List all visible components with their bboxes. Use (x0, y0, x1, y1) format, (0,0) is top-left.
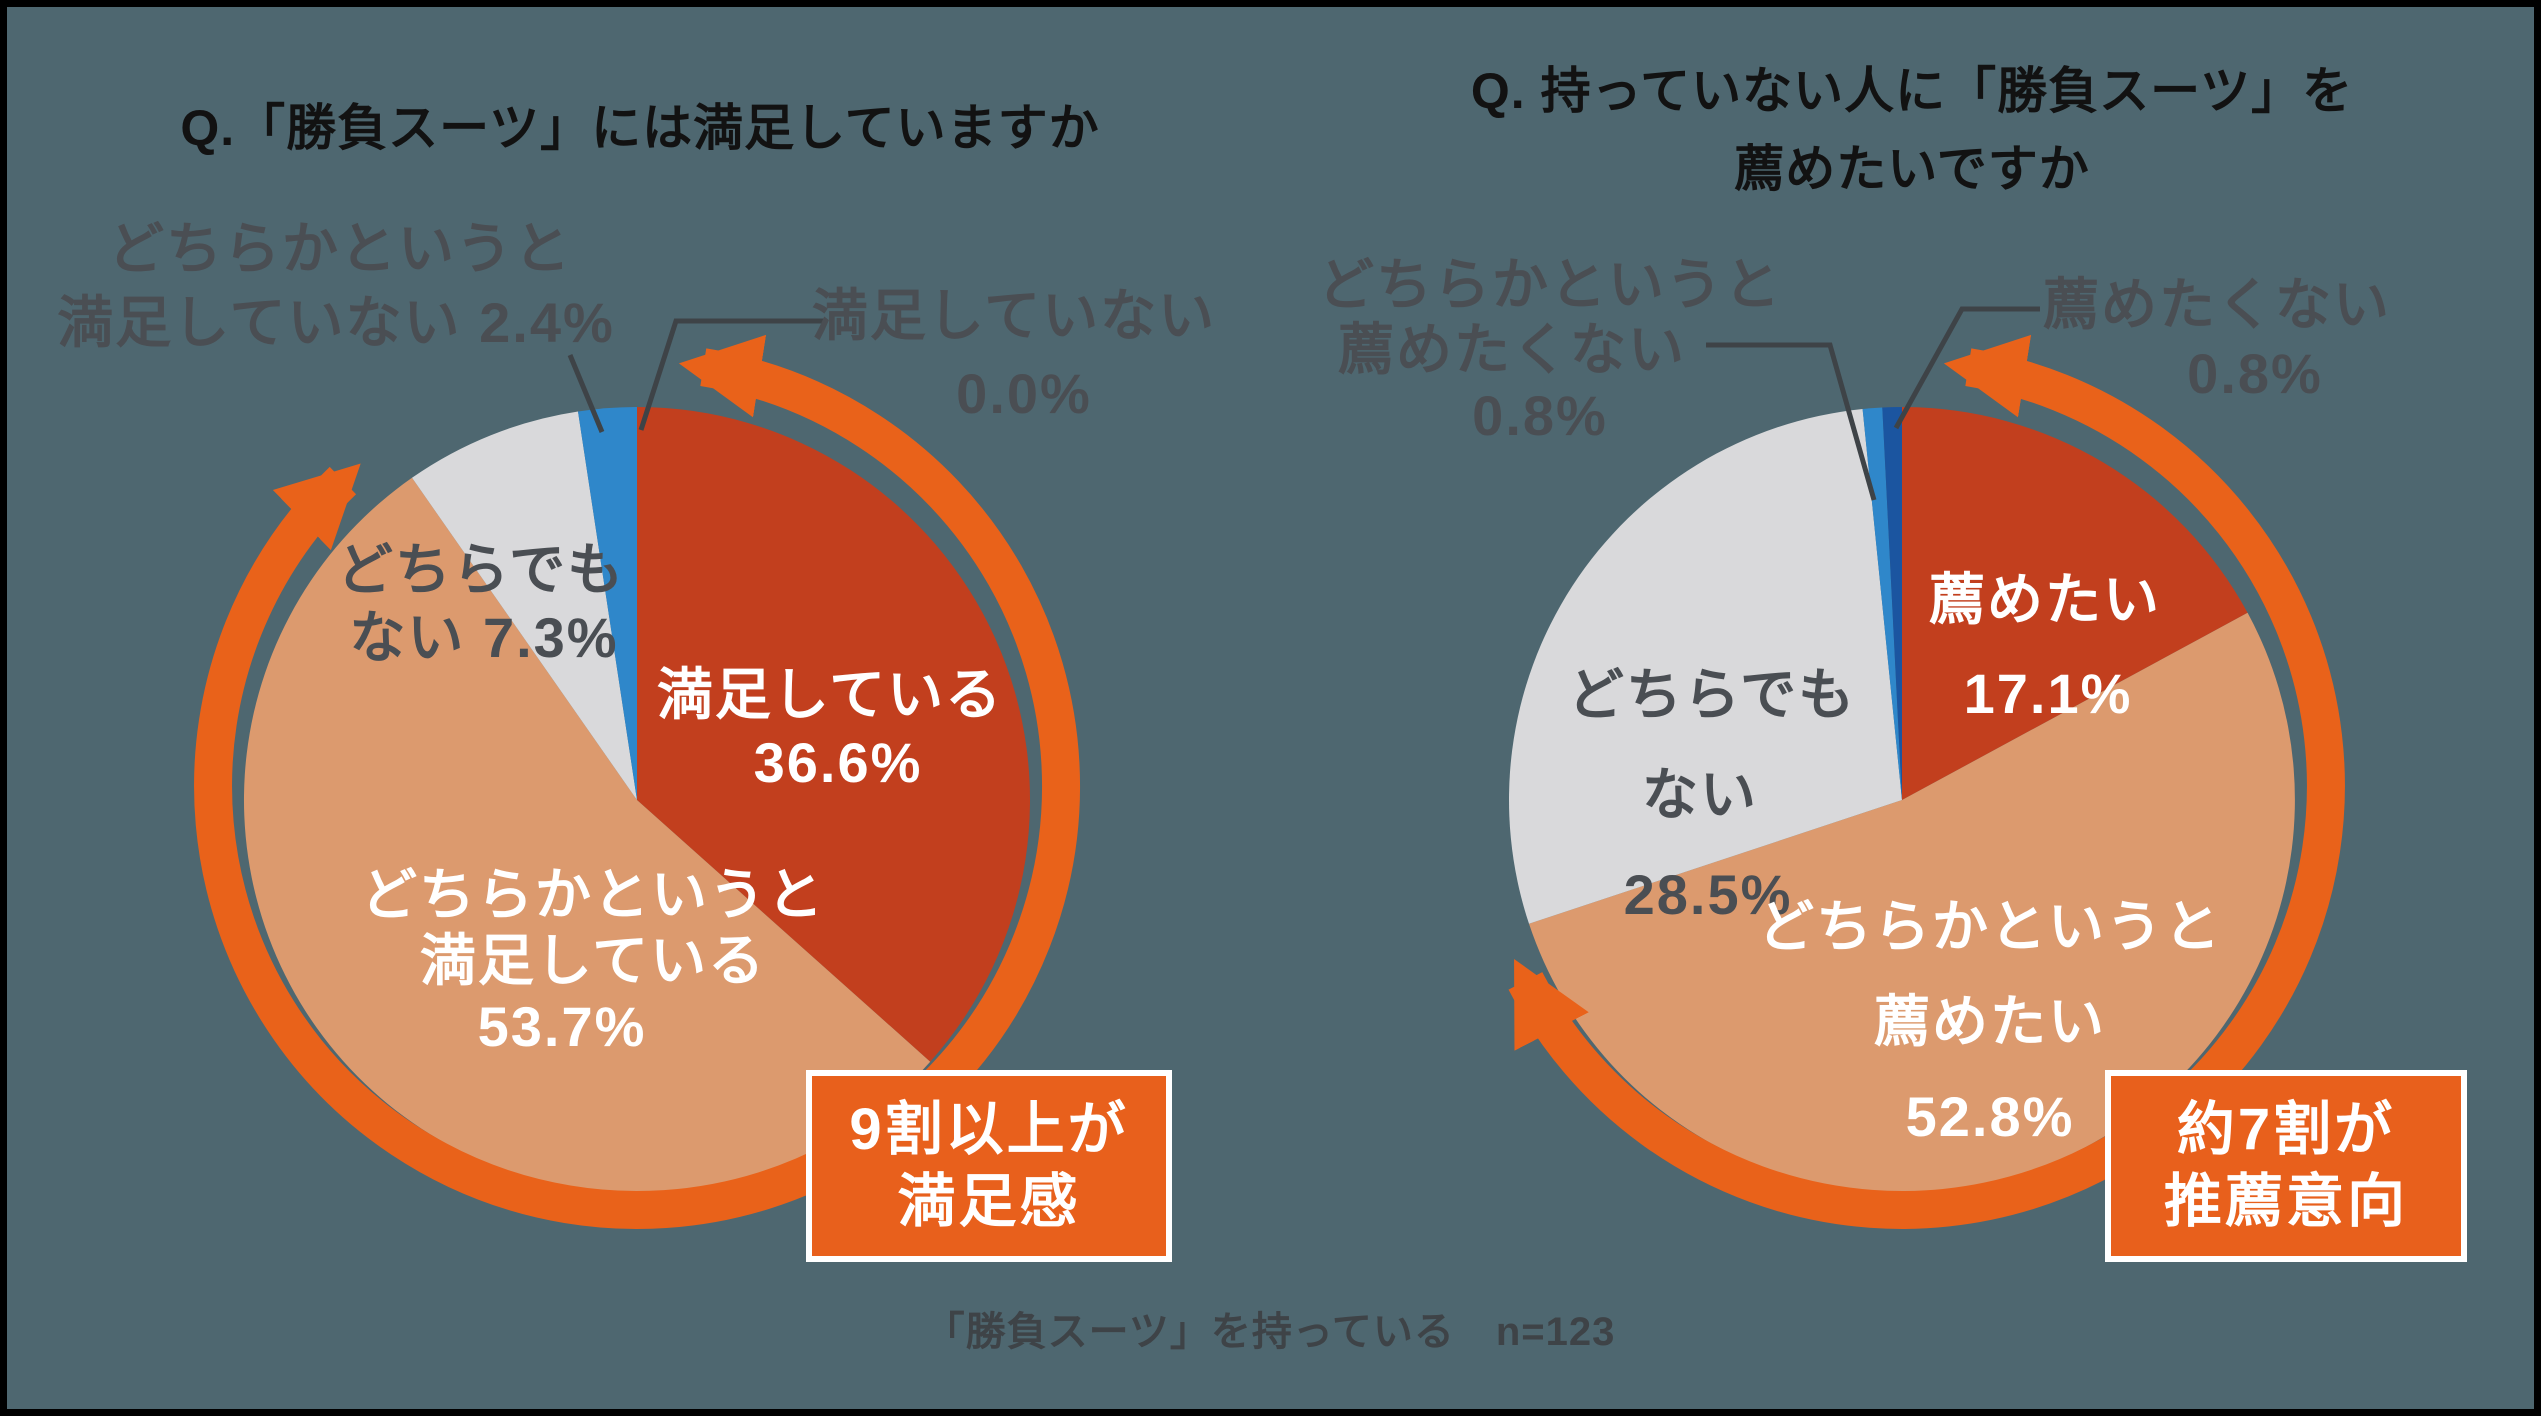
slice-label-somewhat-dissatisfied-value: 満足していない 2.4% (57, 291, 615, 354)
pie-charts-canvas (194, 306, 2345, 1229)
slice-label-neither: どちらでも (336, 538, 626, 601)
slice-label-somewhat-recommend-1: どちらかというと (1758, 895, 2222, 958)
slice-label-satisfied-value: 36.6% (753, 731, 923, 794)
chart-title: Q.「勝負スーツ」には満足していますか (180, 100, 1100, 156)
slice-label-not-recommend-value: 0.8% (2187, 342, 2323, 405)
callout-line: 9割以上が (849, 1097, 1129, 1162)
slice-label-somewhat-recommend-2: 薦めたい (1874, 990, 2106, 1053)
slice-label-neither-r2: ない (1642, 763, 1758, 826)
slice-label-neither-value: ない 7.3% (349, 606, 619, 669)
slice-label-dissatisfied: 満足していない (811, 284, 1217, 347)
highlight-arrow-recommendation (1508, 334, 2345, 1229)
slice-label-somewhat-recommend-value: 52.8% (1905, 1085, 2075, 1148)
chart-title-line2: 薦めたいですか (1734, 141, 2090, 197)
slice-label-not-recommend: 薦めたくない (2043, 273, 2391, 336)
footer-note: 「勝負スーツ」を持っている n=123 (924, 1310, 1616, 1354)
callout-line: 推薦意向 (2163, 1169, 2408, 1234)
slice-label-recommend: 薦めたい (1929, 568, 2161, 631)
slice-label-somewhat-dissatisfied: どちらかというと (108, 217, 572, 280)
pie-satisfaction-slice-1 (243, 477, 931, 1194)
callout-line: 約7割が (2176, 1097, 2396, 1162)
highlight-arrow-satisfaction (194, 334, 1081, 1229)
summary-callout-satisfaction: 9割以上が 満足感 (806, 1070, 1172, 1262)
pie-satisfaction-slice-0 (637, 407, 1031, 1062)
summary-callout-recommendation: 約7割が 推薦意向 (2105, 1070, 2467, 1262)
slice-label-neither-r1: どちらでも (1567, 663, 1857, 726)
callout-line: 満足感 (897, 1169, 1081, 1234)
slice-label-somewhat-not-recommend-value: 0.8% (1472, 384, 1608, 447)
slice-label-somewhat-satisfied-2: 満足している (419, 929, 767, 992)
slice-label-somewhat-satisfied-value: 53.7% (477, 995, 647, 1058)
slice-label-neither-r-value: 28.5% (1623, 863, 1793, 926)
slice-label-satisfied: 満足している (656, 663, 1004, 726)
chart-title-line1: Q. 持っていない人に「勝負スーツ」を (1470, 63, 2354, 119)
slice-label-somewhat-satisfied-1: どちらかというと (361, 863, 825, 926)
slice-label-recommend-value: 17.1% (1963, 662, 2133, 725)
slice-label-dissatisfied-value: 0.0% (956, 362, 1092, 425)
slice-label-somewhat-not-recommend-1: どちらかというと (1318, 253, 1782, 316)
slice-label-somewhat-not-recommend-2: 薦めたくない (1338, 318, 1686, 381)
